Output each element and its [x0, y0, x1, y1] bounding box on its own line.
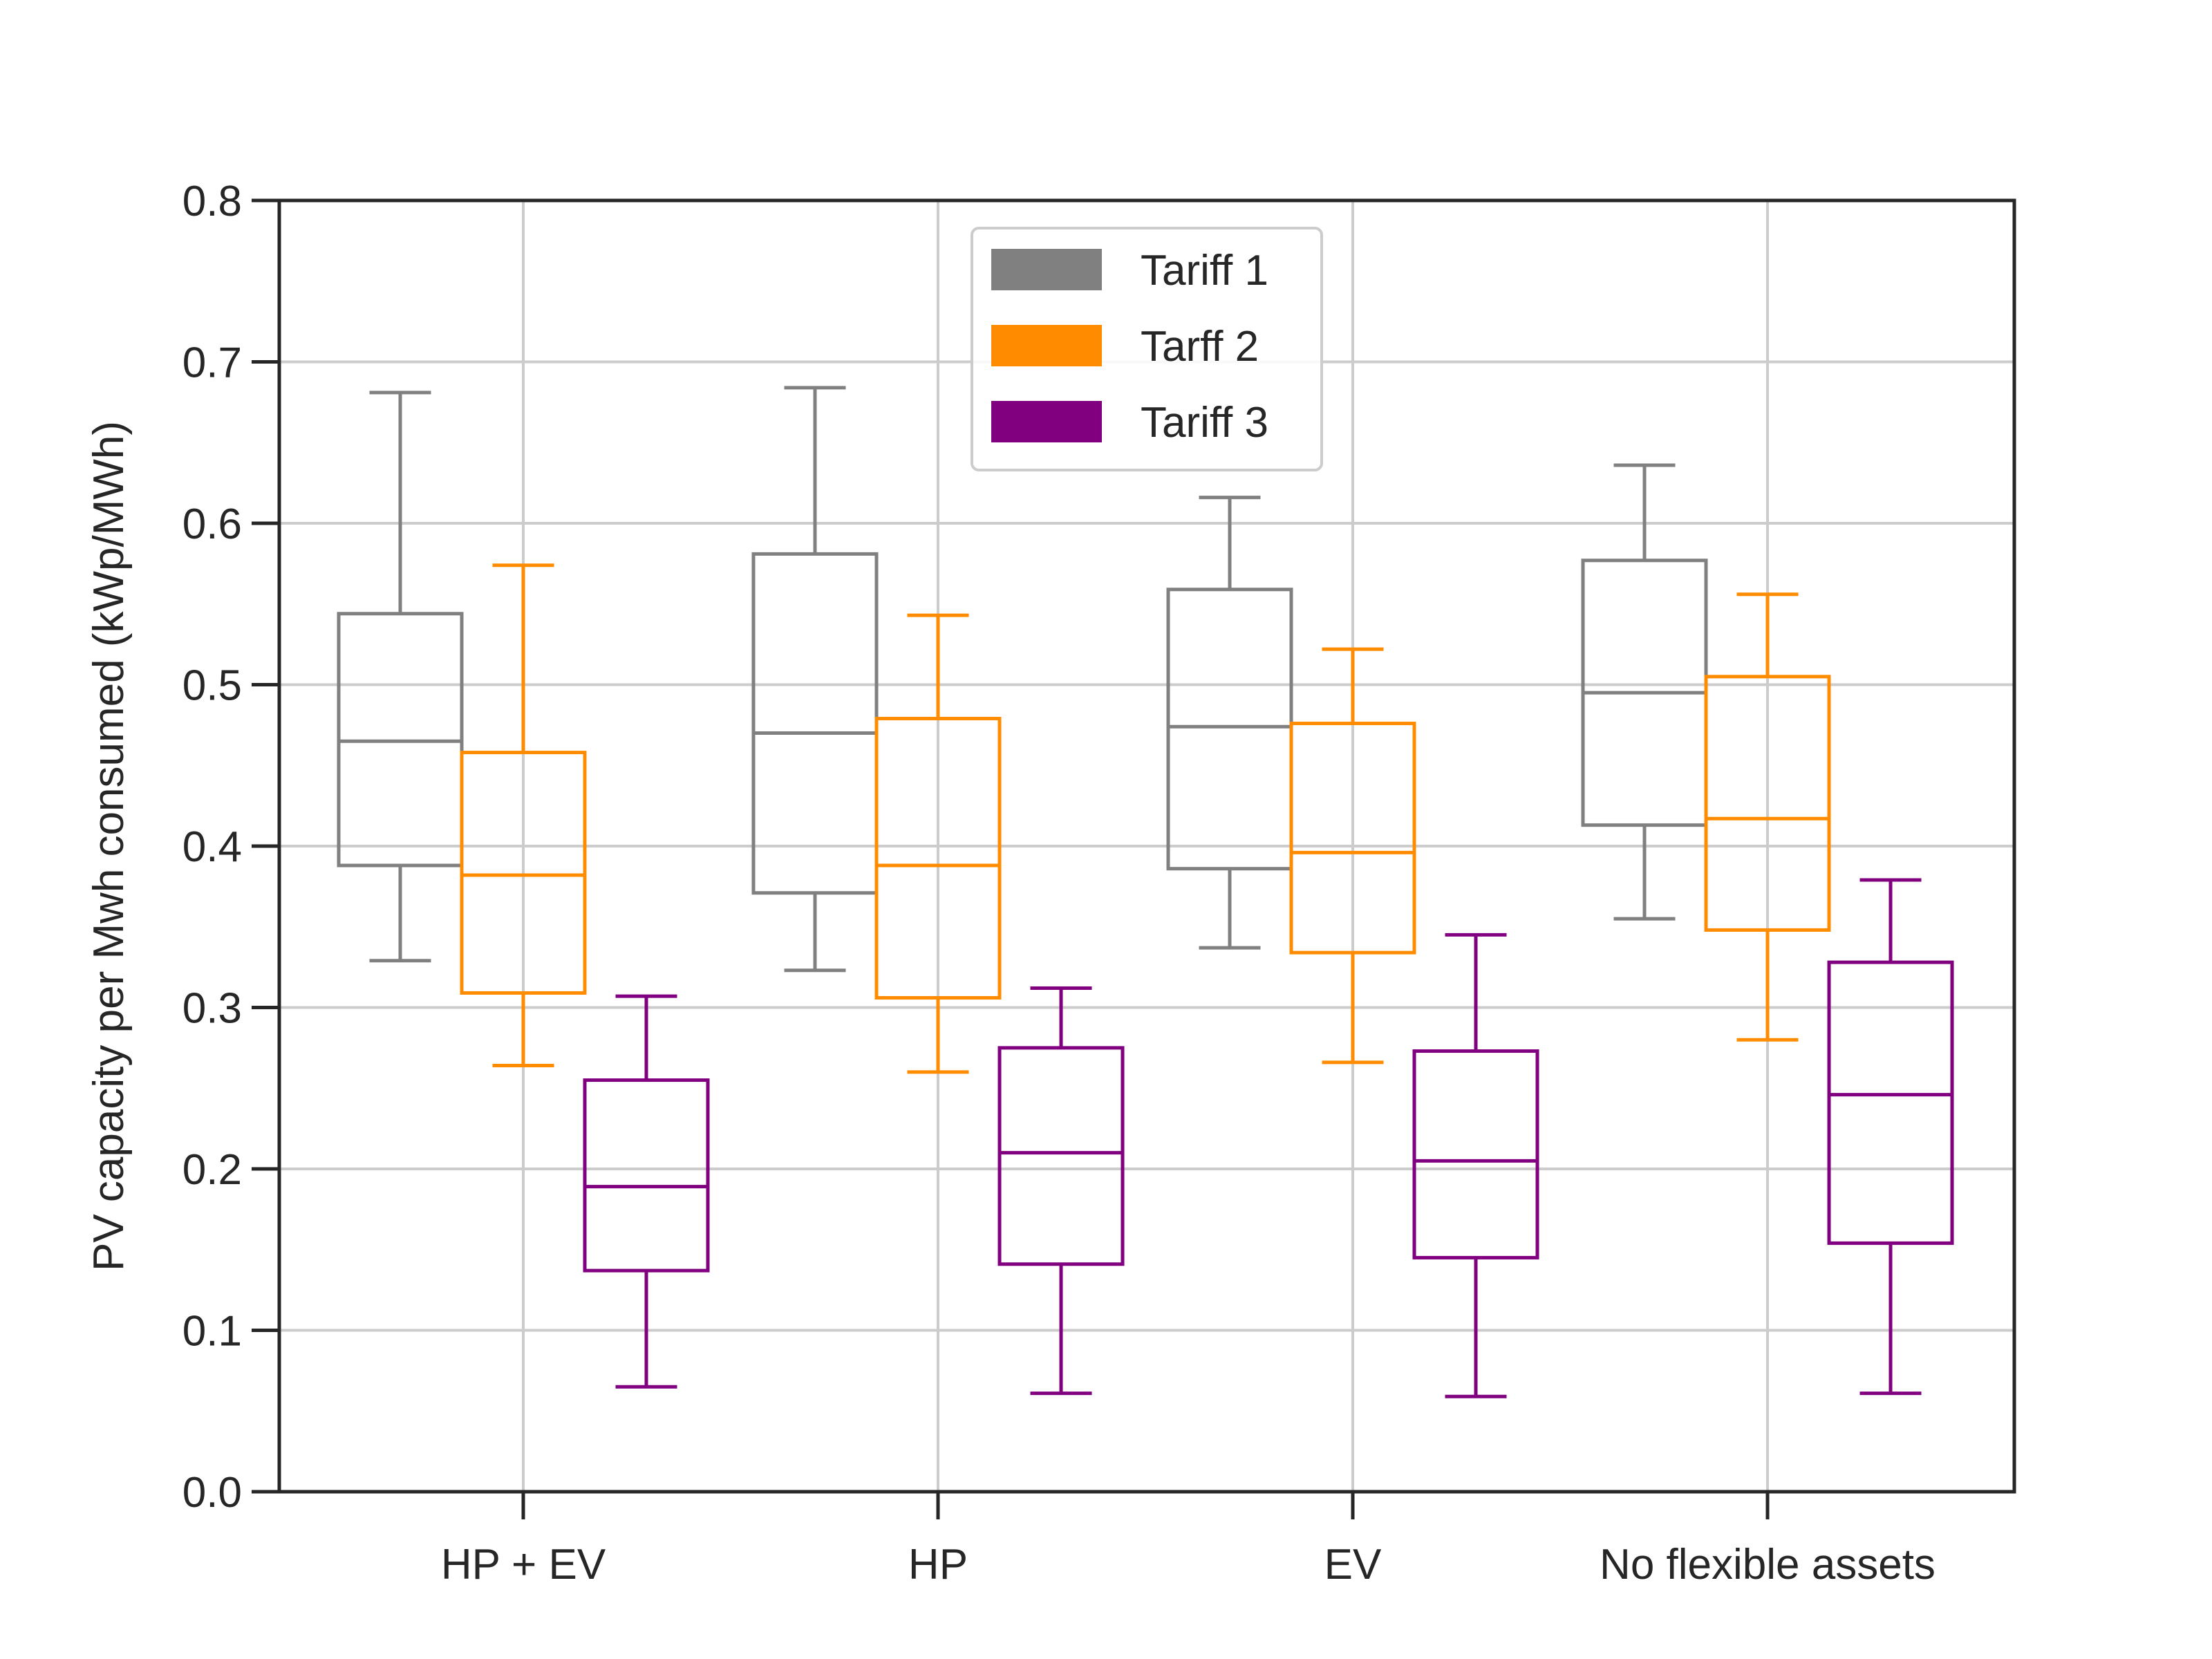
y-tick-label: 0.5 [182, 662, 242, 710]
x-tick-label: No flexible assets [1600, 1541, 1936, 1588]
x-tick-label: HP + EV [441, 1541, 606, 1588]
y-tick-label: 0.2 [182, 1146, 242, 1194]
legend-swatch [991, 249, 1102, 290]
iqr-box [751, 552, 879, 895]
iqr-box [1827, 960, 1954, 1245]
iqr-box [583, 1078, 710, 1273]
y-tick-label: 0.0 [182, 1469, 242, 1517]
y-tick-label: 0.4 [182, 823, 242, 871]
y-tick-label: 0.6 [182, 500, 242, 548]
box-plot-series [337, 386, 1954, 1398]
x-tick-label: HP [908, 1541, 968, 1588]
iqr-box [1704, 675, 1831, 932]
iqr-box [460, 751, 587, 995]
series-1-boxes [337, 386, 1708, 973]
iqr-box [1289, 722, 1416, 955]
legend-label: Tarff 2 [1141, 323, 1259, 371]
y-tick-label: 0.8 [182, 178, 242, 225]
y-tick-label: 0.1 [182, 1308, 242, 1356]
iqr-box [997, 1046, 1125, 1266]
series-3-boxes [583, 878, 1954, 1398]
iqr-box [1166, 588, 1293, 871]
legend-label: Tariff 1 [1141, 247, 1268, 294]
legend-swatch [991, 401, 1102, 442]
legend: Tariff 1 Tarff 2 Tariff 3 [971, 227, 1323, 471]
y-axis-label: PV capacity per Mwh consumed (kWp/MWh) [85, 421, 133, 1271]
series-2-boxes [460, 563, 1831, 1074]
x-tick-label: EV [1324, 1541, 1382, 1588]
legend-label: Tariff 3 [1141, 399, 1268, 447]
y-tick-label: 0.7 [182, 339, 242, 387]
iqr-box [874, 717, 1002, 1000]
iqr-box [1412, 1049, 1539, 1259]
y-tick-label: 0.3 [182, 985, 242, 1033]
axes: 0.0 0.1 0.2 0.3 0.4 0.5 0.6 0.7 0.8 HP + EV HP EV No… [182, 178, 1936, 1588]
legend-swatch [991, 325, 1102, 366]
